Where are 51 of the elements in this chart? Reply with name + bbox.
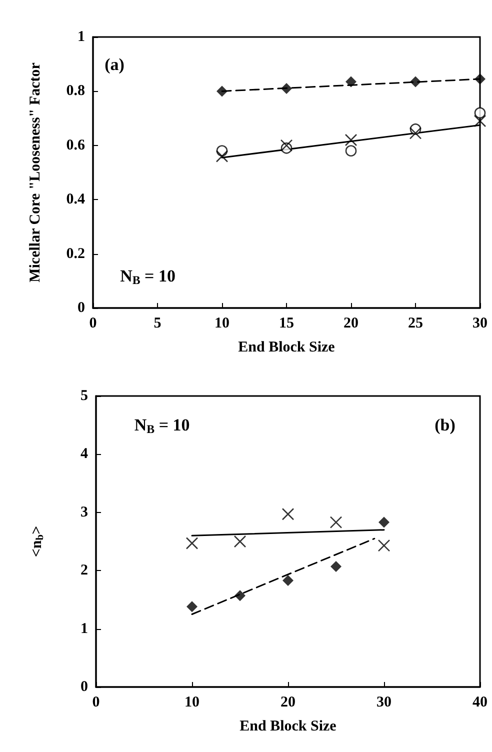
- point: [474, 74, 486, 85]
- point: [378, 516, 390, 528]
- point: [410, 76, 421, 88]
- y-tick-label: 2: [80, 562, 88, 579]
- point: [216, 86, 228, 97]
- point: [186, 601, 198, 612]
- x-axis-title: End Block Size: [238, 340, 336, 356]
- y-tick-label: 1: [80, 620, 88, 637]
- annotation: (b): [434, 415, 456, 434]
- x-tick-label: 25: [408, 316, 423, 332]
- y-tick-label: 0.2: [66, 246, 85, 262]
- x-tick-label: 0: [92, 694, 100, 710]
- point: [280, 139, 293, 152]
- point: [378, 539, 390, 552]
- point: [330, 516, 342, 528]
- x-tick-label: 20: [280, 694, 296, 710]
- y-tick-label: 1: [78, 29, 85, 45]
- x-tick-label: 30: [472, 316, 488, 332]
- point: [330, 561, 342, 572]
- x-axis-title: End Block Size: [240, 718, 337, 734]
- point: [346, 76, 356, 88]
- x-tick-label: 40: [472, 694, 488, 710]
- point: [234, 535, 246, 548]
- x-tick-label: 15: [279, 316, 294, 332]
- y-tick-label: 0.6: [66, 137, 86, 154]
- point: [186, 537, 198, 550]
- y-axis-title: Micellar Core "Looseness" Factor: [28, 62, 44, 282]
- x-tick-label: 20: [344, 316, 358, 332]
- x-tick-label: 30: [376, 694, 392, 710]
- point: [345, 145, 357, 156]
- y-tick-label: 0.8: [66, 83, 85, 100]
- x-tick-label: 10: [214, 316, 230, 332]
- y-tick-label: 0.4: [66, 192, 86, 208]
- point: [216, 150, 228, 162]
- y-axis-title: <nb>: [28, 526, 46, 558]
- x-tick-label: 10: [184, 694, 200, 710]
- point: [234, 590, 246, 602]
- point: [409, 127, 422, 140]
- y-tick-label: 5: [80, 388, 88, 404]
- point: [282, 574, 294, 586]
- y-tick-label: 4: [80, 446, 88, 462]
- point: [282, 508, 294, 520]
- annotation: (a): [104, 54, 124, 74]
- point: [344, 134, 358, 146]
- point: [281, 82, 292, 94]
- y-tick-label: 0: [78, 300, 85, 316]
- point: [474, 107, 486, 119]
- point: [474, 114, 486, 128]
- y-tick-label: 3: [80, 504, 88, 520]
- x-tick-label: 5: [154, 316, 162, 332]
- y-tick-label: 0: [80, 679, 88, 695]
